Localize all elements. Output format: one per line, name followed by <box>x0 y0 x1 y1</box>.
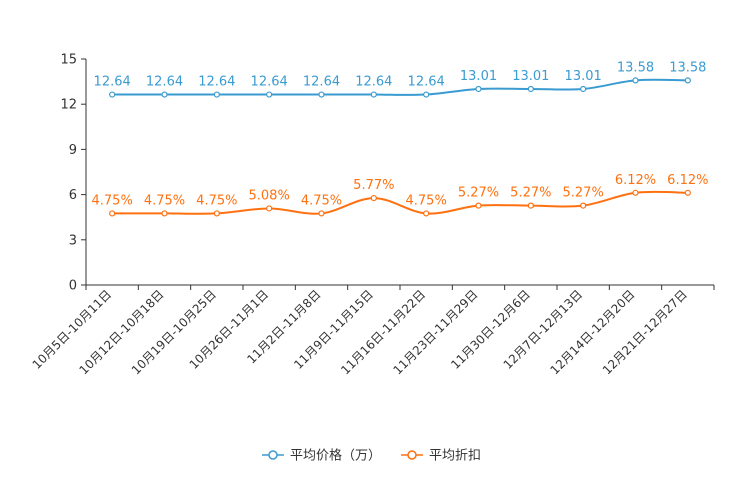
data-point[interactable] <box>632 77 639 84</box>
data-point[interactable] <box>109 91 116 98</box>
legend-item-1[interactable]: 平均价格（万） <box>262 448 381 464</box>
data-label: 4.75% <box>301 193 342 208</box>
data-label: 12.64 <box>251 75 288 90</box>
data-label: 6.12% <box>615 173 656 188</box>
data-point[interactable] <box>266 205 273 212</box>
data-label: 13.58 <box>617 60 654 75</box>
data-label: 5.27% <box>563 186 604 201</box>
data-point[interactable] <box>266 91 273 98</box>
data-label: 4.75% <box>406 193 447 208</box>
data-label: 12.64 <box>94 75 131 90</box>
data-point[interactable] <box>423 210 430 217</box>
series-layer <box>109 77 691 217</box>
data-label: 12.64 <box>408 75 445 90</box>
data-point[interactable] <box>475 85 482 93</box>
data-point[interactable] <box>527 202 534 209</box>
data-point[interactable] <box>527 85 534 93</box>
data-point[interactable] <box>318 91 325 98</box>
data-point[interactable] <box>370 194 377 202</box>
data-point[interactable] <box>161 210 168 217</box>
y-tick-label: 6 <box>69 188 77 203</box>
data-point[interactable] <box>109 210 116 217</box>
data-label: 6.12% <box>667 173 708 188</box>
y-tick-label: 9 <box>69 143 77 158</box>
data-point[interactable] <box>318 210 325 217</box>
legend[interactable]: 平均价格（万） 平均折扣 <box>262 448 481 464</box>
data-label: 4.75% <box>196 193 237 208</box>
data-label: 4.75% <box>144 193 185 208</box>
data-point[interactable] <box>580 85 587 93</box>
data-label: 12.64 <box>303 75 340 90</box>
axes: 0369121510月5日-10月11日10月12日-10月18日10月19日-… <box>30 53 715 377</box>
data-labels: 12.64 12.64 12.64 12.64 12.64 12.64 12.64 13.01… <box>92 60 709 208</box>
data-point[interactable] <box>423 91 430 98</box>
data-label: 5.27% <box>458 186 499 201</box>
data-label: 13.58 <box>669 60 706 75</box>
legend-label: 平均价格（万） <box>290 448 381 464</box>
series-line-1 <box>112 78 688 96</box>
data-point[interactable] <box>370 91 377 98</box>
data-point[interactable] <box>213 91 220 98</box>
data-label: 12.64 <box>355 75 392 90</box>
data-point[interactable] <box>161 91 168 98</box>
y-tick-label: 0 <box>69 279 77 294</box>
data-point[interactable] <box>632 189 639 196</box>
data-point[interactable] <box>213 210 220 217</box>
legend-marker-icon <box>268 450 278 460</box>
data-label: 13.01 <box>512 69 549 84</box>
legend-item-2[interactable]: 平均折扣 <box>401 449 481 464</box>
data-label: 13.01 <box>460 69 497 84</box>
data-label: 13.01 <box>565 69 602 84</box>
data-label: 12.64 <box>146 75 183 90</box>
y-tick-label: 12 <box>60 98 77 113</box>
data-label: 12.64 <box>198 75 235 90</box>
data-point[interactable] <box>475 202 482 209</box>
data-point[interactable] <box>580 202 587 209</box>
data-point[interactable] <box>684 77 691 84</box>
legend-label: 平均折扣 <box>429 449 481 464</box>
series-line-2 <box>112 190 688 215</box>
y-tick-label: 3 <box>69 233 77 248</box>
data-label: 5.27% <box>510 186 551 201</box>
data-label: 4.75% <box>92 193 133 208</box>
data-label: 5.08% <box>249 188 290 203</box>
data-point[interactable] <box>684 189 691 196</box>
data-label: 5.77% <box>353 178 394 193</box>
legend-marker-icon <box>407 450 417 460</box>
y-tick-label: 15 <box>60 53 77 68</box>
